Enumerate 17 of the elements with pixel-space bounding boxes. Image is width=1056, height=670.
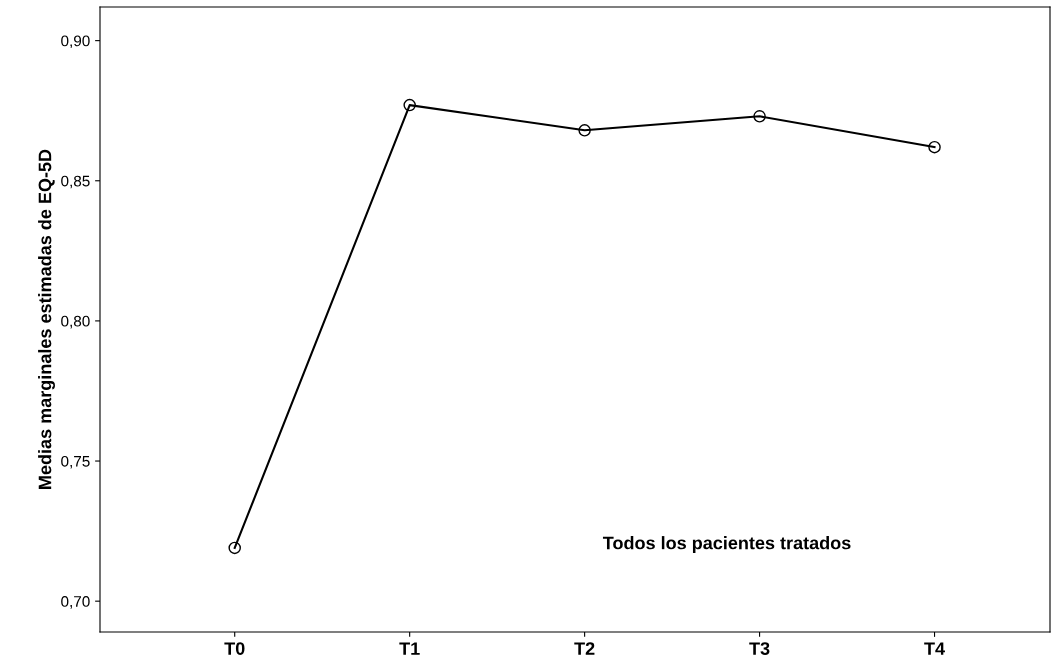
point [753, 110, 766, 123]
annotation: Todos los pacientes tratados [602, 536, 851, 553]
y-tick-label: 0,85 [61, 175, 90, 189]
x-tick-label: T4 [924, 642, 945, 655]
y-tick-label: 0,80 [61, 315, 90, 329]
point [928, 140, 941, 154]
point [578, 124, 591, 137]
x-tick-label: T0 [224, 642, 245, 655]
x-tick-label: T2 [574, 642, 595, 655]
point [228, 541, 241, 555]
x-tick-label: T1 [399, 642, 420, 655]
point [403, 98, 416, 112]
y-axis-title: Medias marginales estimadas de EQ-5D [38, 149, 55, 489]
x-tick-label: T3 [749, 642, 770, 656]
y-tick-label: 0,75 [61, 455, 90, 469]
y-tick-label: 0,70 [61, 596, 90, 609]
y-tick-label: 0,90 [61, 35, 90, 49]
